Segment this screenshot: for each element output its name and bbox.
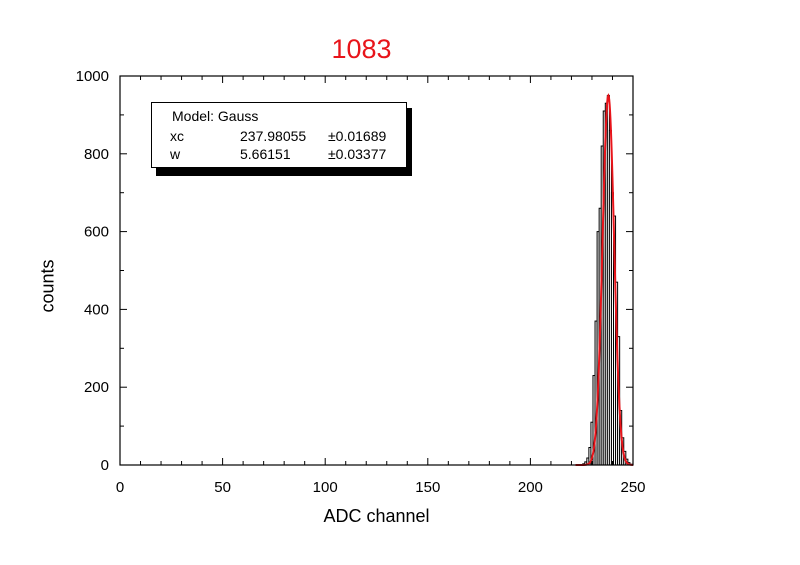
legend-row-xc: xc 237.98055 ±0.01689 <box>170 128 402 146</box>
y-tick-label: 600 <box>84 224 109 241</box>
legend-param-value: 237.98055 <box>240 128 307 144</box>
x-axis-label: ADC channel <box>323 506 430 526</box>
legend-param-name: xc <box>170 128 184 144</box>
chart-title: 1083 <box>331 34 392 64</box>
x-tick-label: 150 <box>415 479 440 496</box>
x-tick-labels: 0 50 100 150 200 250 <box>116 479 646 496</box>
legend-param-error: ±0.01689 <box>328 128 387 144</box>
legend-param-error: ±0.03377 <box>328 146 387 162</box>
fit-legend: Model: Gauss xc 237.98055 ±0.01689 w 5.6… <box>151 102 407 168</box>
y-axis-label: counts <box>37 259 58 313</box>
legend-row-w: w 5.66151 ±0.03377 <box>170 146 402 164</box>
y-tick-label: 800 <box>84 146 109 163</box>
legend-param-value: 5.66151 <box>240 146 291 162</box>
x-tick-label: 250 <box>620 479 645 496</box>
legend-param-name: w <box>170 146 181 162</box>
y-tick-label: 1000 <box>76 68 109 85</box>
y-tick-labels: 0 200 400 600 800 1000 <box>76 68 109 474</box>
y-tick-label: 200 <box>84 379 109 396</box>
legend-model-label: Model: Gauss <box>172 108 259 124</box>
x-tick-label: 50 <box>214 479 231 496</box>
axis-ticks <box>119 75 634 466</box>
y-tick-label: 400 <box>84 301 109 318</box>
x-tick-label: 100 <box>313 479 338 496</box>
y-tick-label: 0 <box>101 457 109 474</box>
histogram-bars <box>582 94 633 466</box>
x-tick-label: 200 <box>518 479 543 496</box>
x-tick-label: 0 <box>116 479 124 496</box>
